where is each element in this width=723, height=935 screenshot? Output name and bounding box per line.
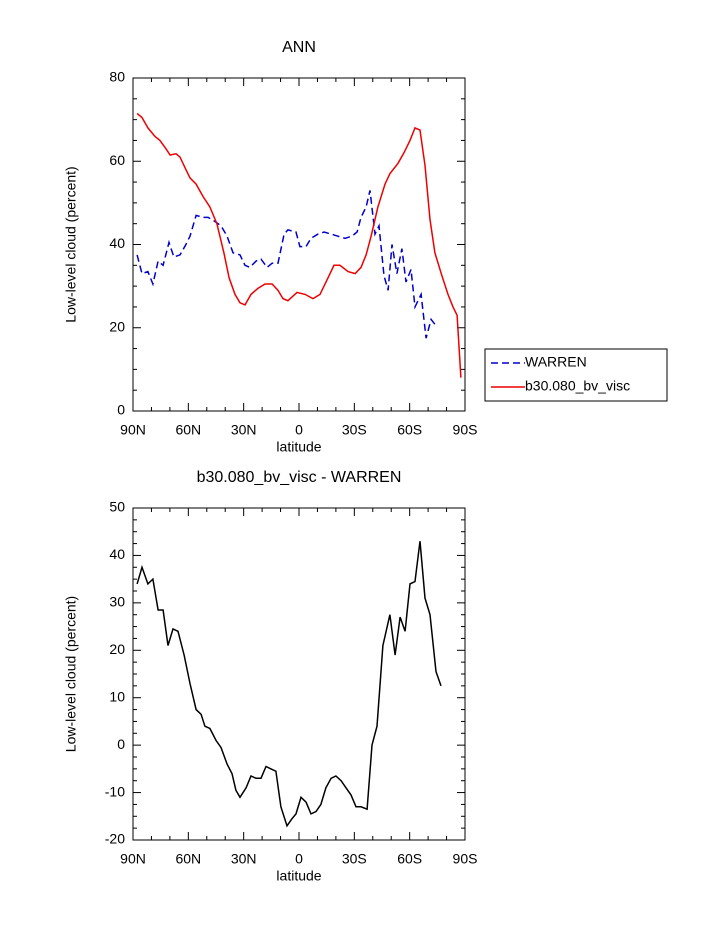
plot-frame bbox=[132, 507, 466, 841]
data-line bbox=[136, 190, 437, 339]
y-tick-label: 20 bbox=[109, 641, 125, 657]
x-tick-label: 60S bbox=[397, 851, 422, 867]
y-axis-label: Low-level cloud (percent) bbox=[63, 166, 79, 322]
y-tick-label: 10 bbox=[109, 688, 125, 704]
y-tick-label: 50 bbox=[109, 499, 125, 515]
y-tick-label: 60 bbox=[109, 152, 125, 168]
y-tick-label: 30 bbox=[109, 594, 125, 610]
y-tick-label: 20 bbox=[109, 318, 125, 334]
data-line bbox=[136, 112, 462, 378]
legend-label: WARREN bbox=[525, 354, 587, 370]
x-tick-label: 30S bbox=[342, 422, 367, 438]
legend-label: b30.080_bv_visc bbox=[525, 378, 630, 394]
x-tick-label: 90N bbox=[120, 851, 146, 867]
y-tick-label: 80 bbox=[109, 69, 125, 85]
x-tick-label: 0 bbox=[295, 422, 303, 438]
x-tick-label: 90S bbox=[453, 422, 478, 438]
x-tick-label: 90S bbox=[453, 851, 478, 867]
x-tick-label: 60N bbox=[175, 851, 201, 867]
chart-title: ANN bbox=[282, 39, 316, 56]
y-tick-label: -10 bbox=[105, 783, 125, 799]
x-tick-label: 60S bbox=[397, 422, 422, 438]
legend-box bbox=[484, 348, 668, 402]
x-axis-label: latitude bbox=[276, 868, 321, 884]
y-tick-label: 40 bbox=[109, 235, 125, 251]
x-tick-label: 30S bbox=[342, 851, 367, 867]
x-axis-label: latitude bbox=[276, 439, 321, 455]
y-tick-label: 0 bbox=[117, 402, 125, 418]
y-axis-label: Low-level cloud (percent) bbox=[63, 596, 79, 752]
chart-title: b30.080_bv_visc - WARREN bbox=[197, 469, 402, 486]
x-tick-label: 60N bbox=[175, 422, 201, 438]
x-tick-label: 90N bbox=[120, 422, 146, 438]
data-line bbox=[136, 541, 442, 828]
x-tick-label: 30N bbox=[231, 422, 257, 438]
x-tick-label: 30N bbox=[231, 851, 257, 867]
y-tick-label: 0 bbox=[117, 736, 125, 752]
x-tick-label: 0 bbox=[295, 851, 303, 867]
y-tick-label: 40 bbox=[109, 546, 125, 562]
y-tick-label: -20 bbox=[105, 831, 125, 847]
